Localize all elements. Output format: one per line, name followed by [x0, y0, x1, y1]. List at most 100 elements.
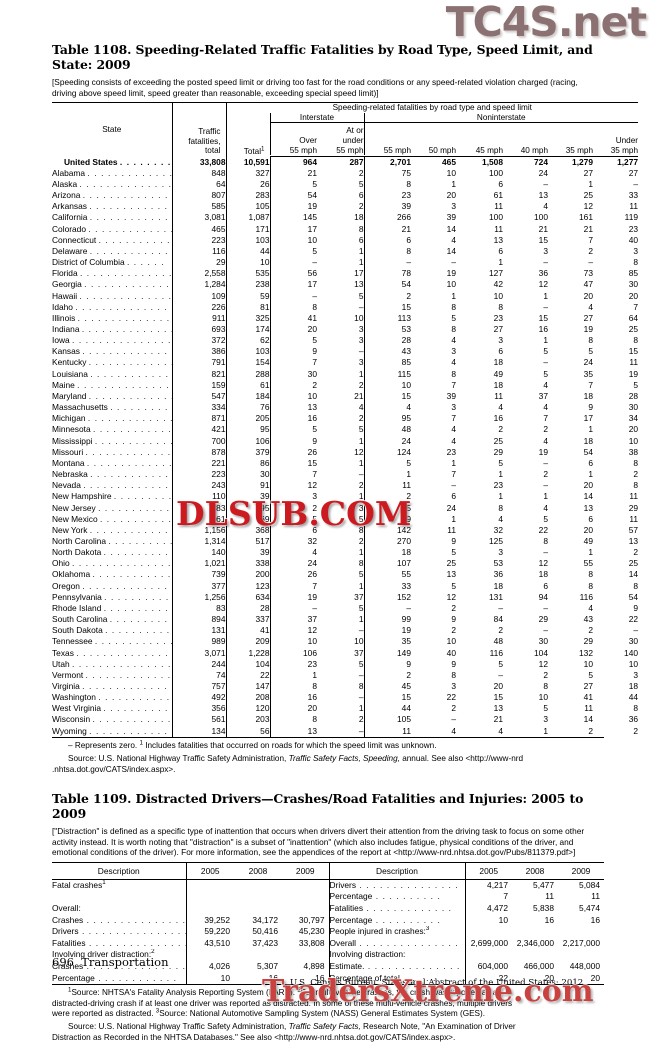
header-2009-left: 2009	[282, 861, 329, 880]
data-cell: 36	[493, 569, 503, 580]
data-cell: 19	[583, 324, 593, 334]
data-cell: 25	[628, 558, 639, 569]
data-cell: 154	[225, 357, 270, 369]
data-cell: 871	[171, 413, 226, 425]
data-cell: 8	[269, 301, 317, 313]
table-1108-footnotes: – Represents zero. 1 Includes fatalities…	[52, 739, 604, 751]
data-cell: 50,416	[252, 926, 278, 937]
data-cell: 5	[358, 602, 364, 613]
data-cell: 125	[489, 535, 503, 546]
data-cell: 5	[451, 312, 456, 323]
data-cell: 14	[628, 569, 639, 580]
data-cell: 64	[628, 312, 639, 323]
state-name-cell: South Carolina . . . . . . . . . .	[52, 614, 172, 625]
data-cell: 5	[358, 569, 364, 580]
data-cell: 18	[583, 390, 593, 401]
data-cell: 33	[363, 580, 411, 592]
data-cell: 23	[493, 312, 503, 323]
leader-dots: . . . . . . . . . . . . . .	[364, 960, 461, 971]
data-cell: 7	[588, 379, 593, 390]
table-row: New Hampshire . . . . . . . . . 110 39 3 1 2 6…	[52, 491, 638, 503]
data-cell	[282, 949, 329, 961]
data-cell: 24	[363, 435, 411, 447]
data-cell: –	[358, 725, 364, 736]
data-cell: 2	[358, 480, 364, 491]
table-row: Kentucky . . . . . . . . . . . . . .7911…	[52, 357, 638, 369]
header-2005-left: 2005	[185, 861, 234, 880]
data-cell: 27	[493, 324, 503, 334]
data-cell: 4,898	[303, 960, 325, 971]
data-cell: 36	[628, 714, 639, 725]
state-name-cell: Colorado . . . . . . . . . . . . . .	[52, 224, 172, 235]
data-cell: 16	[269, 413, 317, 425]
data-cell: 11	[494, 223, 503, 234]
table-row: Massachusetts . . . . . . . . . . 334 76 13…	[52, 402, 638, 414]
data-cell: 283	[225, 190, 270, 202]
state-name-cell: New Jersey . . . . . . . . . . . .	[52, 503, 172, 514]
source-line2-1109: Distraction as Recorded in the NHTSA Dat…	[52, 1032, 456, 1042]
leader-dots: . . . . . . . . . . . .	[94, 636, 172, 647]
data-cell: –	[588, 257, 593, 268]
data-cell: 22	[538, 524, 548, 535]
state-label: Vermont	[52, 669, 86, 680]
data-cell: 5	[358, 424, 364, 435]
data-cell: 26	[225, 178, 270, 191]
data-cell: 7	[543, 413, 548, 424]
state-label: Pennsylvania	[52, 591, 105, 602]
data-cell: 3	[451, 201, 456, 212]
data-cell: 7	[269, 357, 317, 369]
data-cell: 12	[538, 658, 548, 669]
state-name-cell: New Mexico . . . . . . . . . . . .	[52, 514, 172, 525]
state-label: Minnesota	[52, 424, 93, 435]
table-row: Texas . . . . . . . . . . . . . . . . 3,0…	[52, 647, 638, 659]
data-cell: 34,172	[252, 914, 278, 925]
data-cell: 8	[358, 223, 364, 234]
leader-dots: . . . . . . . . . . . . . . .	[82, 681, 172, 691]
data-cell: 100	[489, 212, 503, 223]
data-cell: 4	[543, 402, 548, 413]
data-cell: –	[451, 480, 456, 491]
data-cell: 15	[493, 692, 503, 703]
state-label: Colorado	[52, 223, 89, 234]
header-total-label: Total	[243, 146, 262, 156]
row-label-cell: Drivers . . . . . . . . . . . . . . .	[328, 879, 465, 892]
data-cell: 5	[358, 178, 364, 189]
data-cell: 20	[628, 290, 639, 301]
data-cell: 9	[363, 658, 411, 670]
source-italic-1108: Traffic Safety Facts, Speeding,	[288, 754, 400, 764]
page-footer: 696 Transportation	[52, 955, 169, 969]
table-1108-headnote: [Speeding consists of exceeding the post…	[52, 77, 578, 98]
state-name-cell: Arizona . . . . . . . . . . . . . . .	[52, 190, 172, 201]
data-cell: 95	[225, 424, 270, 436]
table-row: Utah . . . . . . . . . . . . . . . . .24…	[52, 658, 638, 670]
data-cell: 18	[363, 547, 411, 559]
data-cell: 8	[633, 457, 639, 468]
leader-dots: . . . . . . . . . . . . .	[89, 212, 172, 223]
data-cell: 22	[464, 972, 512, 985]
data-cell: 27	[583, 312, 593, 323]
data-cell: 61	[225, 379, 270, 391]
data-cell: 3	[358, 502, 364, 513]
table-row: Overall: Fatalities . . . . . . . . . . …	[52, 902, 604, 915]
leader-dots: . . . . . . . . . . . . . .	[86, 457, 172, 468]
page-content: Table 1108. Speeding-Related Traffic Fat…	[52, 0, 639, 1043]
data-cell: 421	[171, 424, 226, 436]
data-cell: 10	[446, 167, 456, 178]
data-cell: 41	[269, 312, 317, 324]
data-cell: 19	[628, 368, 639, 379]
data-cell: 10	[493, 290, 503, 301]
state-name-cell: Georgia . . . . . . . . . . . . . . .	[52, 279, 172, 290]
data-cell: 116	[171, 245, 226, 258]
data-cell: 147	[225, 681, 270, 693]
table-1108-body: United States . . . . . . . . 33,808 10,59…	[52, 156, 638, 737]
data-cell: 22	[446, 692, 456, 703]
leader-dots: . . . . . . . . . . . . . .	[89, 725, 172, 736]
state-label: Mississippi	[52, 435, 95, 446]
leader-dots: . . . . . . . . . . . . . . .	[83, 480, 172, 491]
state-label: Texas	[52, 647, 77, 658]
table-row: Tennessee . . . . . . . . . . . . 989 209 1…	[52, 636, 638, 648]
state-label: Oregon	[52, 580, 83, 591]
header-traffic-label: Traffic fatalities, total	[188, 127, 221, 156]
data-cell: 23	[363, 190, 411, 202]
state-name-cell: Iowa . . . . . . . . . . . . . . . . .	[52, 335, 172, 346]
